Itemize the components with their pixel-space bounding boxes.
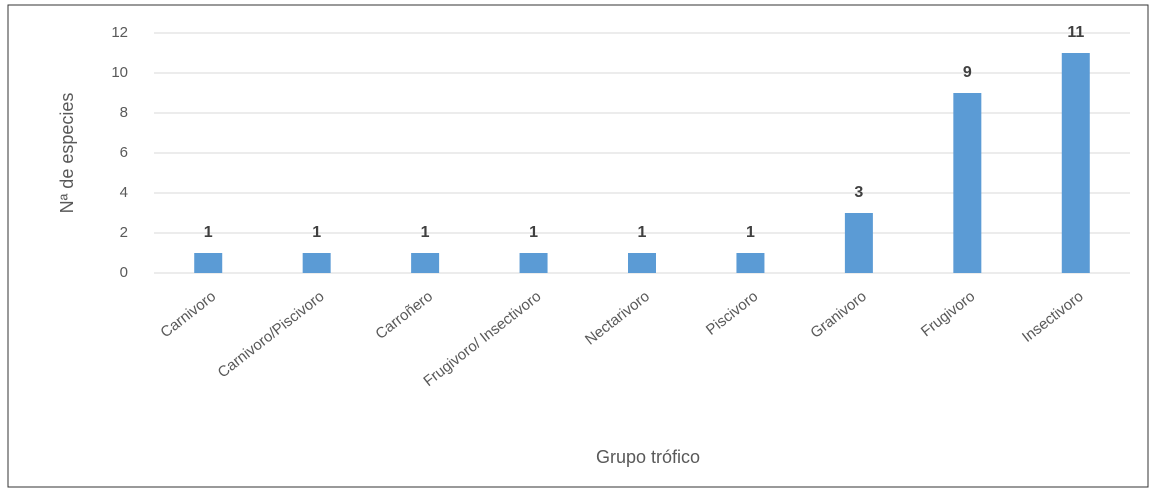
bar	[519, 253, 548, 273]
y-tick-label: 6	[120, 144, 128, 161]
bar	[411, 253, 440, 273]
y-tick-label: 8	[120, 104, 128, 121]
y-tick-label: 2	[120, 224, 128, 241]
x-axis-label: Grupo trófico	[596, 447, 700, 467]
data-label: 1	[312, 224, 321, 241]
data-label: 1	[638, 224, 647, 241]
bar	[953, 93, 982, 273]
data-label: 1	[204, 224, 213, 241]
data-label: 1	[529, 224, 538, 241]
y-tick-label: 0	[120, 264, 128, 281]
y-tick-label: 12	[111, 24, 128, 41]
y-axis-label: Nª de especies	[57, 93, 77, 214]
bar	[628, 253, 656, 273]
bar	[302, 253, 331, 273]
data-label: 11	[1067, 24, 1084, 41]
bar	[1061, 53, 1090, 273]
data-label: 3	[854, 184, 863, 201]
bar	[194, 253, 223, 273]
y-tick-label: 10	[111, 64, 128, 81]
data-label: 1	[746, 224, 755, 241]
bar	[844, 213, 873, 273]
data-label: 9	[963, 64, 972, 81]
data-label: 1	[421, 224, 430, 241]
bar	[736, 253, 765, 273]
y-tick-label: 4	[120, 184, 128, 201]
